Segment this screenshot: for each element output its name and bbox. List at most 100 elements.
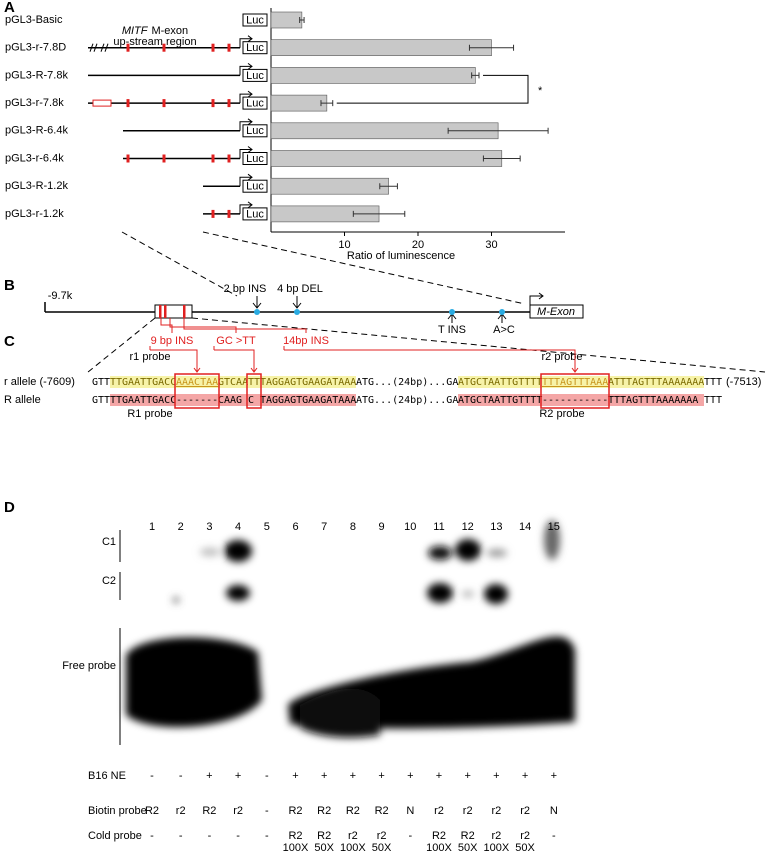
variant-label: 2 bp INS [224,283,267,295]
panel-d: D C1 C2 Free probe [4,499,575,745]
sequence: AAACTAA [176,377,218,388]
highlight [248,376,260,388]
lane-number: 14 [519,521,531,533]
variant-arrows [252,296,507,323]
probe-label: R1 probe [127,408,172,420]
variant-dot [294,309,300,315]
table-cell: + [493,770,499,782]
red-mark [164,305,167,318]
x-tick-label: 30 [485,239,497,251]
allele-name: r allele (-7609) [4,376,75,388]
table-cell: R2 [145,805,159,817]
tss-arrow [239,118,253,131]
lane-number: 13 [490,521,502,533]
luc-box [242,124,268,138]
table-cell: 100X [283,842,309,852]
probe-label: R2 probe [539,408,584,420]
table-cell: - [150,830,154,842]
table-cell: - [150,770,154,782]
table-cell: 50X [458,842,478,852]
sequence: TAGGAGTGAAGATAAA [260,395,356,406]
table-cell: R2 [288,805,302,817]
table-cell: r2 [176,805,186,817]
bar [270,11,303,29]
lane-number: 5 [264,521,270,533]
bar [270,94,328,112]
panel-label: B [4,277,15,294]
table-cell: + [407,770,413,782]
sequence: GTCAA [218,377,248,388]
bar [270,177,389,195]
tss-arrow [239,146,253,159]
sequence: GTT [92,377,110,388]
row-label: B16 NE [88,770,126,782]
panel-label: D [4,499,15,516]
table-cell: + [378,770,384,782]
lane-number: 10 [404,521,416,533]
row-label: Cold probe [88,830,142,842]
table-cell: R2 [288,830,302,842]
error-bar [447,127,549,134]
significance: * [538,85,543,97]
category-label: pGL3-r-1.2k [5,208,64,220]
lane-number: 15 [548,521,560,533]
callout [183,318,307,333]
exon-box [529,304,584,319]
category-label: pGL3-R-6.4k [5,125,68,137]
category-label: pGL3-r-7.8k [5,97,64,109]
luc-label: Luc [246,125,264,137]
table-cell: R2 [317,805,331,817]
table-cell: R2 [461,830,475,842]
red-mark [211,99,215,108]
error-bar [471,72,480,79]
table-cell: + [206,770,212,782]
table-cell: R2 [432,830,446,842]
highlight [542,394,608,406]
sequence: GTT [92,395,110,406]
tss-arrow [239,173,253,187]
tss-arrow [239,90,253,104]
highlight [110,394,176,406]
allele-name: R allele [4,394,41,406]
table-cell: R2 [202,805,216,817]
mutation-label: 14bp INS [283,335,329,347]
table-cell: r2 [377,830,387,842]
lane-number: 2 [178,521,184,533]
tss-arrow [529,292,544,305]
sequence: ATG...(24bp)...GA [356,377,458,388]
table-cell: r2 [492,830,502,842]
sequence: ATGCTAATTGTTTT [458,377,542,388]
mutation-label: 9 bp INS [151,335,194,347]
deletion-box [92,99,112,107]
probe-label: r1 probe [130,351,171,363]
callout [283,346,579,373]
luc-label: Luc [246,14,264,26]
table-cell: - [179,830,183,842]
mutation-box [540,373,610,409]
table-cell: 100X [340,842,366,852]
luc-label: Luc [246,153,264,165]
band-label: C2 [102,575,116,587]
error-bar [299,17,305,23]
table-cell: + [235,770,241,782]
category-label: pGL3-r-7.8D [5,42,66,54]
luc-label: Luc [246,181,264,193]
band-label: C1 [102,536,116,548]
region-label: MITF M-exon [122,25,188,37]
red-mark [211,154,215,163]
highlight [248,394,260,406]
break-mark [100,43,109,52]
category-label: pGL3-Basic [5,14,63,26]
highlight [176,394,218,406]
table-cell: N [406,805,414,817]
red-mark [162,43,166,52]
x-tick-label: 10 [338,239,350,251]
tss-arrow [239,63,253,76]
sequence: TTTAGTTTAAAAAAA [608,395,698,406]
error-bar [379,183,398,190]
red-mark [159,305,162,318]
category-label: pGL3-r-6.4k [5,152,64,164]
sequence: TTTAGTTTAAA [542,377,608,388]
band-label: Free probe [62,660,116,672]
